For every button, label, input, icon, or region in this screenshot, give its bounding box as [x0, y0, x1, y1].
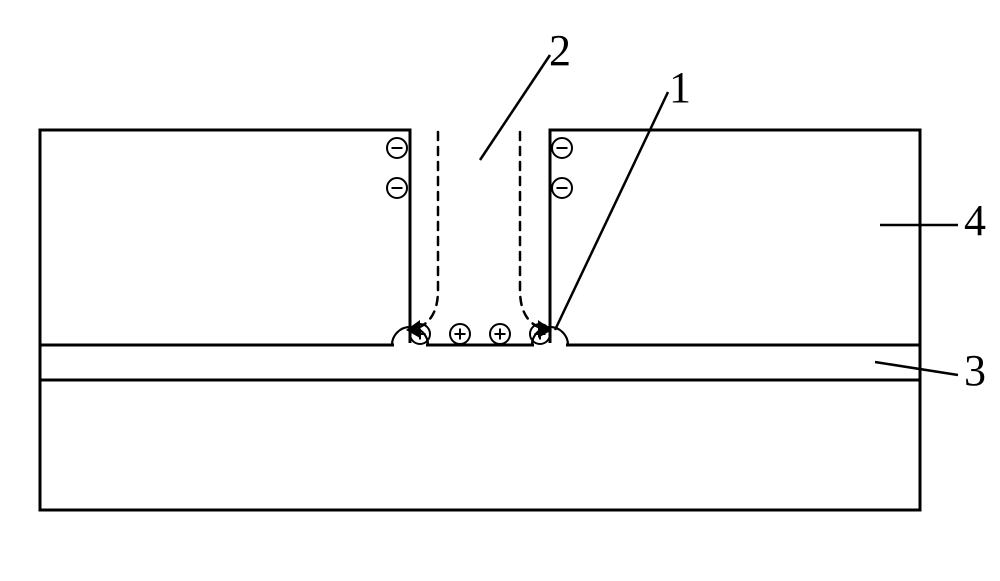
negative-charge: [552, 178, 572, 198]
negative-charge: [387, 138, 407, 158]
negative-charge: [552, 138, 572, 158]
negative-charge: [387, 178, 407, 198]
label-3: 3: [964, 346, 986, 395]
arrowhead: [406, 320, 420, 338]
leader-line-3: [875, 362, 958, 375]
label-1: 1: [669, 63, 691, 112]
right-block: [550, 130, 920, 345]
left-block: [40, 130, 410, 345]
substrate-base: [40, 380, 920, 510]
leader-line-1: [555, 92, 668, 330]
leader-line-2: [480, 55, 550, 160]
field-line: [520, 132, 548, 330]
positive-charge: [450, 324, 470, 344]
positive-charge: [490, 324, 510, 344]
label-2: 2: [549, 26, 571, 75]
field-line: [410, 132, 438, 330]
cross-section-diagram: 2 1 4 3: [0, 0, 1000, 581]
thin-layer: [40, 345, 920, 380]
label-4: 4: [964, 196, 986, 245]
